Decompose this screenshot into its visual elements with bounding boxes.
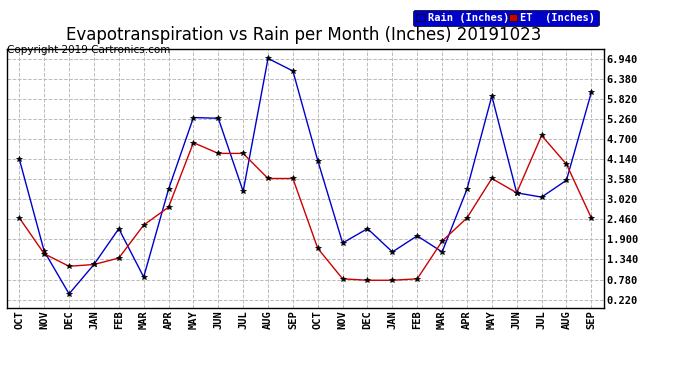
Text: Copyright 2019 Cartronics.com: Copyright 2019 Cartronics.com xyxy=(7,45,170,55)
Legend: Rain (Inches), ET  (Inches): Rain (Inches), ET (Inches) xyxy=(413,10,598,26)
Text: Evapotranspiration vs Rain per Month (Inches) 20191023: Evapotranspiration vs Rain per Month (In… xyxy=(66,26,541,44)
